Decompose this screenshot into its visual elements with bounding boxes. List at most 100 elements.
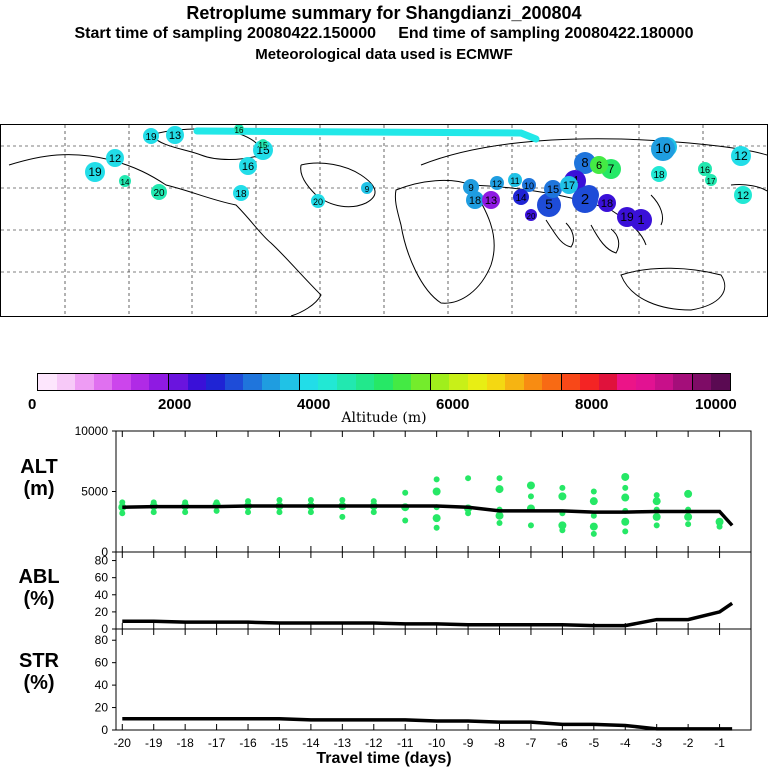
plume-marker: 18 <box>598 194 616 212</box>
plume-marker-label: 14 <box>515 193 527 204</box>
altitude-cluster-point <box>590 512 597 519</box>
x-tick-label: -12 <box>365 736 383 750</box>
sampling-time-line: Start time of sampling 20080422.150000 E… <box>74 25 694 42</box>
altitude-cluster-point <box>621 517 630 526</box>
plume-marker-label: 17 <box>563 180 575 192</box>
altitude-cluster-point <box>495 511 504 520</box>
series-line <box>122 504 734 527</box>
plume-marker-label: 12 <box>734 149 748 163</box>
colorbar-swatch <box>280 374 300 390</box>
x-tick-label: -5 <box>588 736 599 750</box>
altitude-cluster-point <box>370 509 377 516</box>
plume-marker-label: 20 <box>527 212 536 221</box>
x-tick-label: -9 <box>463 736 474 750</box>
plume-marker: 13 <box>166 126 184 144</box>
colorbar-swatch <box>467 374 487 390</box>
colorbar-swatch <box>430 374 450 390</box>
plume-marker-label: 20 <box>313 197 323 207</box>
plume-marker-label: 17 <box>707 177 716 186</box>
colorbar-swatch <box>318 374 337 390</box>
world-map: 1913161512161110121820181920141516171812… <box>0 124 768 317</box>
altitude-cluster-point <box>245 509 252 516</box>
altitude-cluster-point <box>182 509 189 516</box>
altitude-cluster-point <box>213 507 220 514</box>
y-tick-label: 60 <box>95 656 109 670</box>
plume-marker: 8 <box>574 152 596 174</box>
plume-marker-label: 18 <box>601 198 613 210</box>
x-tick-label: -20 <box>114 736 132 750</box>
plume-marker: 18 <box>651 166 667 182</box>
colorbar-swatch <box>523 374 543 390</box>
plume-marker: 20 <box>151 184 167 200</box>
altitude-cluster-point <box>402 489 409 496</box>
plume-marker-label: 12 <box>109 153 121 165</box>
altitude-cluster-point <box>276 496 283 503</box>
altitude-cluster-point <box>559 484 566 491</box>
colorbar-swatch <box>654 374 674 390</box>
plume-marker-label: 8 <box>581 155 588 170</box>
plume-marker-label: 6 <box>596 160 602 172</box>
y-tick-label: 0 <box>101 622 108 636</box>
colorbar-swatch <box>261 374 281 390</box>
altitude-cluster-point <box>527 493 534 500</box>
altitude-colorbar <box>37 373 731 391</box>
plume-marker-label: 16 <box>235 126 244 135</box>
altitude-cluster-point <box>684 512 693 521</box>
x-tick-label: -15 <box>271 736 289 750</box>
altitude-cluster-point <box>276 509 283 516</box>
altitude-cluster-point <box>590 488 597 495</box>
altitude-cluster-point <box>589 522 598 531</box>
colorbar-swatch <box>486 374 506 390</box>
plume-marker: 9 <box>361 182 373 194</box>
plume-marker-label: 10 <box>524 181 534 191</box>
colorbar-swatch <box>206 374 225 390</box>
plume-marker-label: 1 <box>637 212 644 227</box>
x-axis-title: Travel time (days) <box>316 750 452 767</box>
altitude-cluster-point <box>527 522 534 529</box>
colorbar-swatch <box>224 374 244 390</box>
met-data-line: Meteorological data used is ECMWF <box>255 46 513 63</box>
y-tick-label: 80 <box>95 554 109 568</box>
plume-marker-label: 18 <box>469 195 481 207</box>
altitude-cluster-point <box>653 492 660 499</box>
altitude-cluster-point <box>622 484 629 491</box>
plume-marker-label: 9 <box>365 185 370 194</box>
colorbar-swatch <box>299 374 319 390</box>
y-tick-label: 10000 <box>75 425 109 438</box>
plume-marker: 17 <box>705 174 717 186</box>
altitude-cluster-point <box>432 514 441 523</box>
colorbar-swatch <box>673 374 693 390</box>
altitude-cluster-point <box>652 497 661 506</box>
colorbar-swatch <box>580 374 599 390</box>
plume-marker: 12 <box>734 186 752 204</box>
plume-marker: 6 <box>590 156 608 174</box>
plume-marker: 2 <box>572 187 598 213</box>
series-line <box>122 601 734 628</box>
colorbar-swatch <box>711 374 730 390</box>
series-line <box>122 717 733 731</box>
plume-marker: 10 <box>651 137 675 161</box>
colorbar-swatch <box>411 374 431 390</box>
plume-marker-label: 15 <box>547 184 559 196</box>
altitude-cluster-point <box>590 530 597 537</box>
altitude-cluster-point <box>496 519 503 526</box>
plume-marker: 16 <box>239 157 257 175</box>
altitude-cluster-point <box>558 521 567 530</box>
chart-title: Retroplume summary for Shangdianzi_20080… <box>186 3 582 23</box>
x-tick-label: -14 <box>302 736 320 750</box>
plume-marker: 19 <box>617 207 637 227</box>
colorbar-swatch <box>243 374 262 390</box>
plume-marker-label: 13 <box>485 195 497 207</box>
plume-marker-label: 20 <box>153 188 165 199</box>
x-tick-label: -19 <box>145 736 163 750</box>
plume-marker-label: 16 <box>242 161 254 173</box>
colorbar-swatch <box>392 374 412 390</box>
plume-marker-label: 18 <box>235 189 247 200</box>
x-tick-label: -11 <box>397 736 414 750</box>
colorbar-swatch <box>130 374 150 390</box>
colorbar-tick-2000: 2000 <box>158 396 192 413</box>
y-tick-label: 0 <box>101 545 108 559</box>
colorbar-tick-0: 0 <box>28 396 37 413</box>
altitude-cluster-point <box>245 498 252 505</box>
